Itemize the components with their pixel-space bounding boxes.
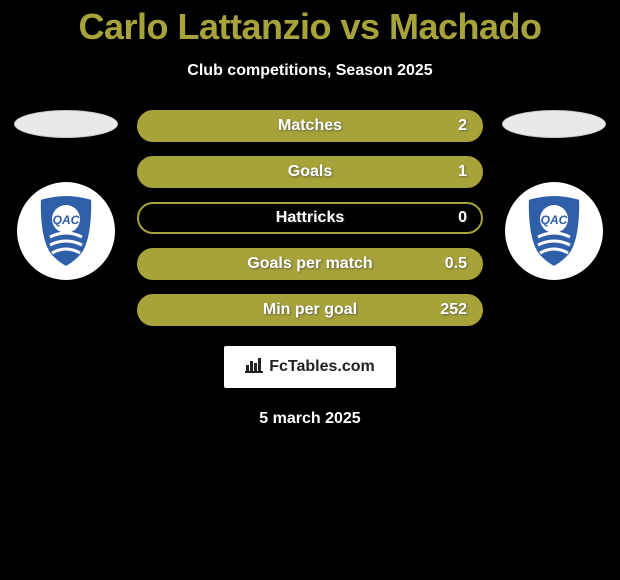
club-shield-icon: QAC [34, 193, 98, 269]
stat-bar: Goals 1 [137, 156, 483, 188]
comparison-subtitle: Club competitions, Season 2025 [187, 62, 432, 80]
player-left-col: QAC [11, 110, 121, 280]
player-right-col: QAC [499, 110, 609, 280]
stat-bar: Hattricks 0 [137, 202, 483, 234]
comparison-title: Carlo Lattanzio vs Machado [78, 6, 541, 48]
player-left-ellipse [14, 110, 118, 138]
stat-value: 252 [440, 301, 467, 319]
svg-text:QAC: QAC [541, 213, 568, 227]
chart-icon [245, 357, 263, 378]
stat-bar: Goals per match 0.5 [137, 248, 483, 280]
stat-value: 1 [458, 163, 467, 181]
stat-value: 0.5 [445, 255, 467, 273]
player-left-badge: QAC [17, 182, 115, 280]
stat-label: Goals [288, 163, 332, 181]
club-shield-icon: QAC [522, 193, 586, 269]
site-label: FcTables.com [269, 358, 375, 376]
player-right-badge: QAC [505, 182, 603, 280]
stat-value: 2 [458, 117, 467, 135]
stat-label: Goals per match [247, 255, 372, 273]
svg-text:QAC: QAC [53, 213, 80, 227]
comparison-date: 5 march 2025 [259, 410, 360, 428]
stat-label: Hattricks [276, 209, 344, 227]
stat-bars: Matches 2 Goals 1 Hattricks 0 Goals per match 0… [137, 110, 483, 326]
player-right-ellipse [502, 110, 606, 138]
site-attribution[interactable]: FcTables.com [224, 346, 396, 388]
stat-label: Matches [278, 117, 342, 135]
stat-bar: Min per goal 252 [137, 294, 483, 326]
stat-value: 0 [458, 209, 467, 227]
stat-bar: Matches 2 [137, 110, 483, 142]
comparison-body: QAC Matches 2 Goals 1 Hattricks 0 Goals per ma… [0, 110, 620, 326]
stat-label: Min per goal [263, 301, 357, 319]
